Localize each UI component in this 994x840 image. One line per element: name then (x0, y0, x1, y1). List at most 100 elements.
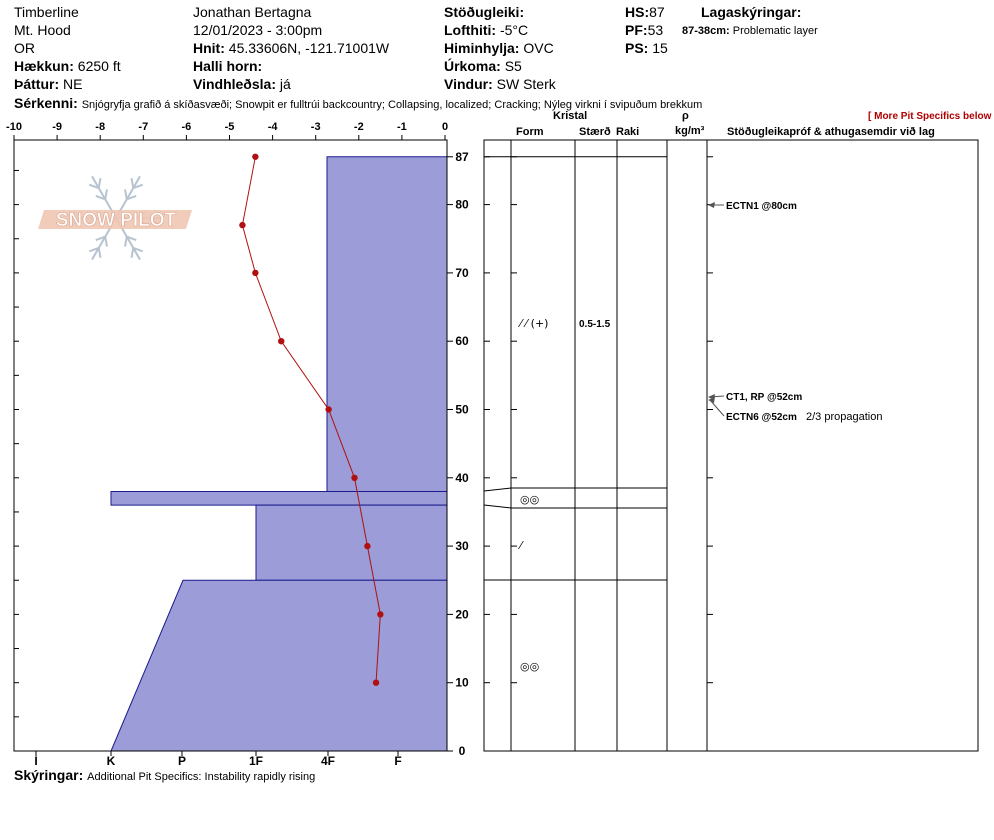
pf: PF:53 (625, 22, 663, 38)
test-arrowhead (708, 202, 715, 208)
temperature-point (252, 269, 259, 277)
temperature-point (252, 153, 259, 160)
precip-label: Úrkoma: (444, 58, 501, 74)
slope-label: Halli horn: (193, 58, 263, 74)
snowflake-branch (88, 183, 100, 190)
snowflake-branch (88, 246, 100, 253)
range: Mt. Hood (14, 22, 71, 38)
temp-tick-label: -5 (225, 121, 235, 133)
depth-tick-label: 30 (455, 539, 469, 553)
layer-table: ⁄ ⁄ (+) 0.5-1.5 ◎◎ ⁄ ◎◎ (483, 139, 979, 752)
depth-axis: 0 10 20 30 40 50 60 70 80 87 (14, 150, 469, 758)
specifics-text: Snjógryfja grafið á skíðasvæði; Snowpit … (81, 99, 703, 111)
wind: Vindur: SW Sterk (444, 76, 556, 92)
temperature-axis: -10 -9 -8 -7 -6 -5 -4 -3 -2 -1 0 (6, 121, 448, 140)
depth-tick-label: 0 (459, 744, 466, 758)
snowflake-branch (130, 247, 135, 258)
pf-value: 53 (647, 22, 664, 38)
size-header: Stærð (579, 126, 611, 138)
location: Timberline (14, 4, 79, 20)
wind-loading-value: já (279, 76, 291, 92)
layer-note: 87-38cm: Problematic layer (682, 25, 818, 38)
test-arrowhead (708, 397, 715, 403)
hardness-tick-label: I (34, 754, 37, 768)
temp-tick-label: -10 (6, 121, 22, 133)
precip-value: S5 (504, 58, 522, 74)
air-temp-value: -5°C (499, 22, 529, 38)
layer-grain-form: ◎◎ (520, 660, 539, 673)
test-label: CT1, RP @52cm (726, 392, 802, 403)
coords-label: Hnit: (193, 40, 225, 56)
hs-value: 87 (649, 4, 665, 20)
wind-label: Vindur: (444, 76, 493, 92)
elevation-value: 6250 ft (77, 58, 121, 74)
depth-tick-label: 40 (455, 471, 469, 485)
stability-tests: ECTN1 @80cm CT1, RP @52cm ECTN6 @52cm 2/3 p… (708, 201, 882, 423)
temp-tick-label: -3 (311, 121, 321, 133)
wind-loading-label: Vindhleðsla: (193, 76, 276, 92)
test-label: ECTN1 @80cm (726, 201, 797, 212)
temperature-point (239, 221, 246, 229)
layer-grain-form: ◎◎ (520, 493, 539, 506)
snowflake-branch (95, 194, 106, 201)
snowflake-branch (126, 194, 137, 201)
hardness-tick-label: K (107, 754, 116, 768)
logo-text: SNOW PILOT (56, 210, 177, 231)
temp-tick-label: -2 (354, 121, 364, 133)
form-header: Form (516, 126, 544, 138)
elevation-label: Hækkun: (14, 58, 74, 74)
temp-tick-label: -9 (52, 121, 62, 133)
moisture-header: Raki (616, 126, 640, 138)
ps: PS: 15 (625, 40, 668, 56)
hs-label: HS: (625, 4, 650, 20)
hardness-layer-3 (110, 579, 448, 752)
temperature-point (325, 406, 332, 413)
wind-loading: Vindhleðsla: já (193, 76, 291, 92)
air-temp: Lofthiti: -5°C (444, 22, 528, 38)
more-pit-specifics-link[interactable]: [ More Pit Specifics below ] (868, 111, 994, 122)
snowflake-branch (132, 183, 144, 190)
temperature-point (364, 542, 371, 550)
layer-grain-size: 0.5-1.5 (579, 319, 611, 330)
datetime: 12/01/2023 - 3:00pm (193, 22, 323, 38)
temp-tick-label: -8 (95, 121, 105, 133)
air-temp-label: Lofthiti: (444, 22, 497, 38)
snowflake-branch (104, 189, 108, 200)
snowflake-branch (130, 178, 135, 189)
table-border (483, 139, 979, 752)
aspect-label: Þáttur: (14, 76, 60, 92)
sky: Himinhylja: OVC (444, 40, 554, 56)
coords-value: 45.33606N, -121.71001W (228, 40, 390, 56)
depth-tick-label: 80 (455, 198, 469, 212)
temperature-point (377, 611, 384, 618)
depth-tick-label: 70 (455, 266, 469, 280)
snowflake-branch (95, 235, 106, 242)
ps-value: 15 (652, 40, 668, 56)
layer-grain-form: ⁄ (517, 539, 524, 552)
hs: HS:87 (625, 4, 665, 20)
hardness-tick-label: F (394, 754, 401, 768)
specifics: Sérkenni: Snjógryfja grafið á skíðasvæði… (14, 95, 702, 112)
sky-value: OVC (523, 40, 554, 56)
coords: Hnit: 45.33606N, -121.71001W (193, 40, 389, 56)
snowflake-branch (97, 178, 102, 189)
state: OR (14, 40, 35, 56)
test-arrow (709, 399, 725, 417)
depth-tick-label: 50 (455, 403, 469, 417)
specifics-label: Sérkenni: (14, 95, 78, 111)
density-unit-header: kg/m³ (675, 125, 705, 137)
snowflake-branch (132, 246, 144, 253)
temp-tick-label: -1 (397, 121, 407, 133)
elevation: Hækkun: 6250 ft (14, 58, 121, 74)
left-plot-frame (13, 139, 448, 752)
layer-note-depth: 87-38cm: (682, 25, 730, 37)
depth-tick-label: 60 (455, 334, 469, 348)
temperature-point (372, 679, 380, 686)
layer-note-text: Problematic layer (732, 25, 818, 37)
hardness-tick-label: P (178, 754, 186, 768)
snowflake-branch (124, 236, 128, 247)
layer-boundary-connector (483, 487, 512, 492)
snowflake-branch (104, 236, 108, 247)
depth-tick-label: 87 (455, 150, 469, 164)
